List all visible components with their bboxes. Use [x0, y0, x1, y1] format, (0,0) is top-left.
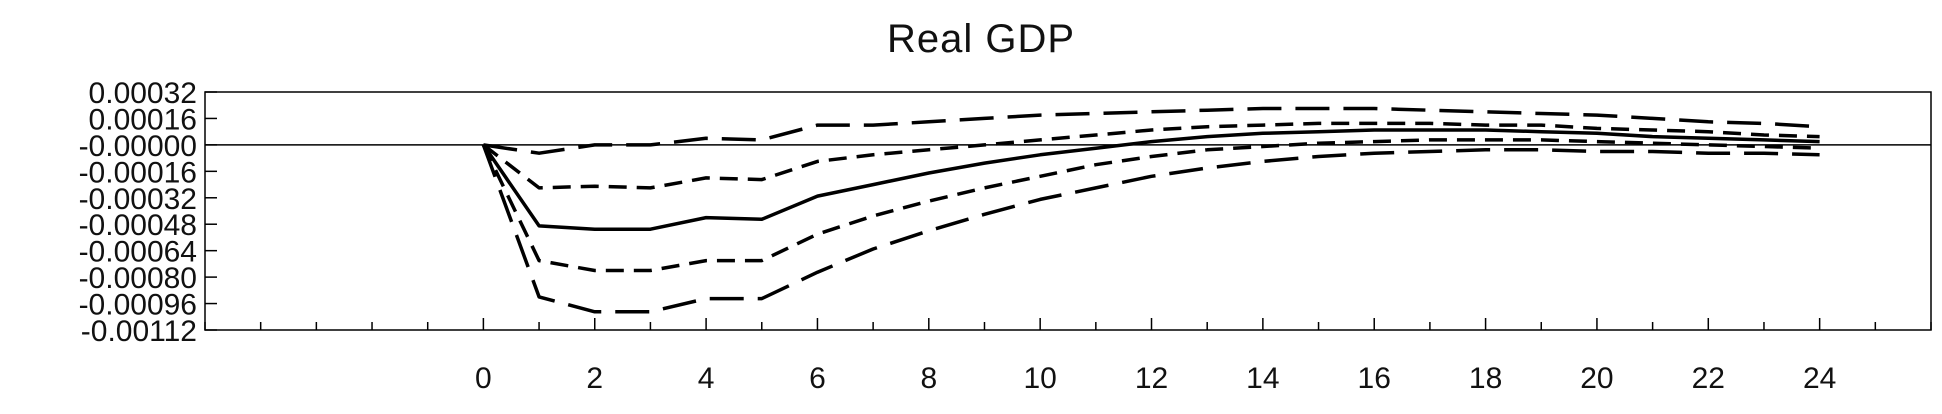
series-line-2-short-dash [482, 121, 1820, 190]
y-tick-label: 0.00016 [89, 103, 197, 136]
y-axis: 0.000320.00016-0.00000-0.00016-0.00032-0… [79, 77, 217, 348]
chart-title: Real GDP [887, 17, 1075, 61]
y-tick-label: -0.00064 [79, 236, 197, 269]
series-line-3-solid [481, 128, 1820, 231]
series-lines [481, 106, 1820, 314]
x-tick-label: 22 [1692, 362, 1725, 395]
y-tick-label: -0.00000 [79, 130, 197, 163]
x-tick-label: 6 [809, 362, 826, 395]
y-tick-label: -0.00032 [79, 183, 197, 216]
y-tick-label: -0.00048 [79, 209, 197, 242]
plot-area-frame [204, 91, 1932, 331]
x-tick-label: 4 [698, 362, 715, 395]
x-tick-label: 18 [1469, 362, 1502, 395]
x-tick-label: 2 [586, 362, 603, 395]
y-tick-label: -0.00080 [79, 262, 197, 295]
x-tick-label: 24 [1803, 362, 1836, 395]
x-tick-label: 16 [1358, 362, 1391, 395]
x-tick-label: 12 [1135, 362, 1168, 395]
y-tick-label: -0.00096 [79, 289, 197, 322]
x-tick-label: 0 [475, 362, 492, 395]
x-axis: 0 2 4 6 8 10 12 14 16 18 20 22 24 [204, 318, 1932, 395]
y-tick-label: 0.00032 [89, 77, 197, 110]
x-tick-label: 14 [1246, 362, 1279, 395]
series-line-5-long-dash [481, 144, 1820, 314]
x-tick-label: 10 [1023, 362, 1056, 395]
series-line-4-short-dash [481, 138, 1820, 273]
x-tick-label: 20 [1580, 362, 1613, 395]
x-tick-label: 8 [920, 362, 937, 395]
series-line-1-long-dash [483, 106, 1820, 155]
y-tick-label: -0.00016 [79, 156, 197, 189]
y-tick-label: -0.00112 [81, 315, 197, 348]
